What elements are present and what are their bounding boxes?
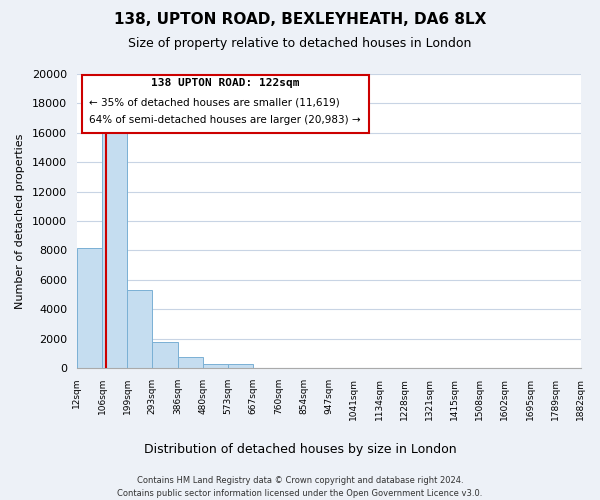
Text: 138 UPTON ROAD: 122sqm: 138 UPTON ROAD: 122sqm bbox=[151, 78, 299, 88]
Bar bbox=[77, 248, 102, 368]
Text: 138, UPTON ROAD, BEXLEYHEATH, DA6 8LX: 138, UPTON ROAD, BEXLEYHEATH, DA6 8LX bbox=[114, 12, 486, 28]
Bar bbox=[203, 364, 228, 368]
Bar bbox=[152, 342, 178, 368]
Text: ← 35% of detached houses are smaller (11,619): ← 35% of detached houses are smaller (11… bbox=[89, 98, 340, 108]
Bar bbox=[228, 364, 253, 368]
Text: Contains HM Land Registry data © Crown copyright and database right 2024.: Contains HM Land Registry data © Crown c… bbox=[137, 476, 463, 485]
Bar bbox=[178, 357, 203, 368]
FancyBboxPatch shape bbox=[82, 76, 369, 133]
Text: Contains public sector information licensed under the Open Government Licence v3: Contains public sector information licen… bbox=[118, 489, 482, 498]
Bar bbox=[102, 126, 127, 368]
Y-axis label: Number of detached properties: Number of detached properties bbox=[15, 134, 25, 309]
Bar bbox=[127, 290, 152, 368]
Text: 64% of semi-detached houses are larger (20,983) →: 64% of semi-detached houses are larger (… bbox=[89, 115, 361, 125]
Text: Distribution of detached houses by size in London: Distribution of detached houses by size … bbox=[143, 442, 457, 456]
Text: Size of property relative to detached houses in London: Size of property relative to detached ho… bbox=[128, 38, 472, 51]
